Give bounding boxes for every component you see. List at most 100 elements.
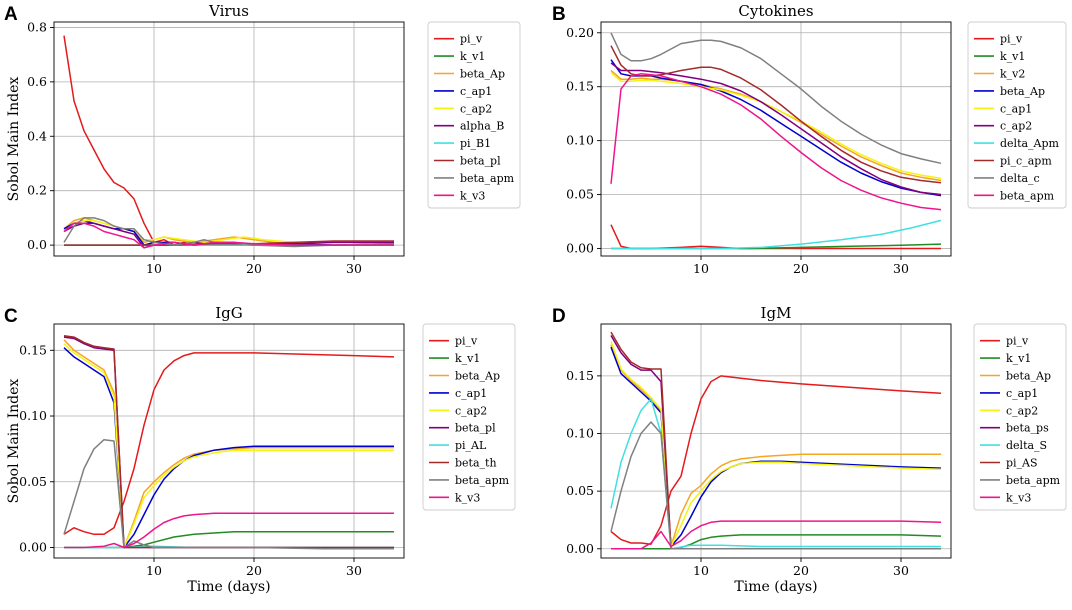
y-tick-label: 0.0 <box>27 237 47 252</box>
x-tick-label: 30 <box>893 261 909 276</box>
y-tick-label: 0.15 <box>19 342 47 357</box>
series-line-c-ap2 <box>63 219 394 244</box>
y-tick-label: 0.05 <box>566 187 594 202</box>
legend-label: c_ap1 <box>1006 387 1038 400</box>
series-line-k-v1 <box>64 530 394 549</box>
panel-d: D IgM 10 20 30 0.00 0.05 0.10 0.15 Time (days) pi_… <box>552 304 1067 595</box>
y-axis-label: Sobol Main Index <box>6 379 22 504</box>
x-tick-label: 10 <box>693 261 709 276</box>
legend-label: pi_B1 <box>460 137 491 150</box>
panel-b: B Cytokines 10 20 30 0.00 0.05 0.10 0.15 0.20 pi_v… <box>552 2 1067 276</box>
series-line-c-ap2 <box>610 341 942 548</box>
legend-label: k_v3 <box>455 491 480 504</box>
x-axis-label: Time (days) <box>187 579 270 595</box>
legend-label: beta_apm <box>455 474 510 487</box>
legend-label: delta_c <box>1000 172 1040 185</box>
legend-label: beta_apm <box>1000 189 1055 202</box>
chart-title: IgM <box>761 304 792 322</box>
legend-label: k_v1 <box>1006 352 1031 365</box>
y-tick-label: 0.8 <box>27 19 47 34</box>
legend-box <box>422 323 516 511</box>
plot-frame <box>600 21 952 257</box>
series-line-beta-apm <box>63 217 395 248</box>
legend-label: pi_v <box>460 33 483 46</box>
legend-label: beta_pl <box>455 422 496 435</box>
legend-box <box>973 323 1067 511</box>
y-tick-label: 0.10 <box>19 408 47 423</box>
series-line-k-v3 <box>64 512 394 549</box>
series-line-c-ap2 <box>63 343 394 549</box>
x-tick-label: 30 <box>346 261 362 276</box>
y-axis-label: Sobol Main Index <box>6 77 22 202</box>
y-tick-label: 0.00 <box>566 541 594 556</box>
series-line-c-ap2 <box>610 62 942 196</box>
y-tick-label: 0.00 <box>19 539 47 554</box>
panel-c: C IgG 10 20 30 0.00 0.05 0.10 0.15 Sobol Main Ind… <box>4 304 516 595</box>
legend-label: c_ap1 <box>1000 102 1032 115</box>
legend-label: pi_c_apm <box>1000 155 1052 168</box>
y-tick-label: 0.15 <box>566 79 594 94</box>
panel-letter: D <box>552 306 566 327</box>
x-tick-label: 10 <box>146 563 162 578</box>
series-line-pi-v <box>63 352 395 536</box>
legend-label: c_ap1 <box>460 85 492 98</box>
legend-box <box>427 21 521 209</box>
series-line-pi-v <box>63 35 394 246</box>
chart-title: IgG <box>215 304 243 322</box>
legend-label: c_ap2 <box>455 404 487 417</box>
chart-title: Virus <box>208 2 249 20</box>
legend-label: c_ap1 <box>455 387 487 400</box>
series-line-beta-apm <box>63 438 394 550</box>
legend-label: beta_Ap <box>1006 370 1051 383</box>
legend-label: pi_AL <box>455 439 487 452</box>
x-tick-label: 20 <box>793 563 809 578</box>
series-line-delta-S <box>610 398 941 550</box>
legend-label: pi_v <box>455 335 478 348</box>
legend-label: beta_pl <box>460 155 501 168</box>
y-tick-label: 0.2 <box>27 183 47 198</box>
x-tick-label: 10 <box>693 563 709 578</box>
x-tick-label: 30 <box>893 563 909 578</box>
chart-title: Cytokines <box>738 2 813 20</box>
y-tick-label: 0.6 <box>27 74 47 89</box>
legend-label: alpha_B <box>460 120 504 133</box>
legend-label: k_v1 <box>1000 50 1025 63</box>
legend-label: c_ap2 <box>1000 120 1032 133</box>
series-line-pi-c-apm <box>610 45 942 184</box>
series-line-beta-apm <box>610 73 942 211</box>
legend-label: delta_Apm <box>1000 137 1060 150</box>
y-tick-label: 0.05 <box>19 474 47 489</box>
legend-box <box>967 21 1067 209</box>
x-tick-label: 20 <box>246 563 262 578</box>
legend-label: c_ap2 <box>1006 404 1038 417</box>
legend-label: k_v2 <box>1000 68 1025 81</box>
x-axis-label: Time (days) <box>734 579 817 595</box>
series-line-beta-Ap <box>610 59 942 197</box>
legend-label: k_v3 <box>1006 491 1031 504</box>
y-tick-label: 0.00 <box>566 240 594 255</box>
plot-frame <box>53 21 405 257</box>
series-line-c-ap1 <box>610 72 942 180</box>
y-tick-label: 0.10 <box>566 426 594 441</box>
panel-letter: A <box>4 4 18 25</box>
series-line-k-v3 <box>63 222 394 249</box>
series-line-k-v3 <box>611 520 942 550</box>
legend-label: pi_v <box>1006 335 1029 348</box>
panel-letter: B <box>552 4 566 25</box>
legend-label: beta_Ap <box>1000 85 1045 98</box>
legend-label: beta_ps <box>1006 422 1049 435</box>
legend-label: k_v1 <box>460 50 485 63</box>
legend-label: beta_th <box>455 457 497 470</box>
panel-a: A Virus 10 20 30 0.0 0.2 0.4 0.6 0.8 Sobol Main In… <box>4 2 521 276</box>
legend-label: beta_Ap <box>455 370 500 383</box>
series-line-c-ap1 <box>610 346 942 548</box>
plot-frame <box>600 323 952 559</box>
x-tick-label: 20 <box>793 261 809 276</box>
legend-label: beta_Ap <box>460 68 505 81</box>
series-line-c-ap1 <box>63 347 394 549</box>
series-line-beta-Ap <box>610 344 941 548</box>
y-tick-label: 0.05 <box>566 483 594 498</box>
legend-label: beta_apm <box>460 172 515 185</box>
series-line-pi-AS <box>610 331 941 550</box>
